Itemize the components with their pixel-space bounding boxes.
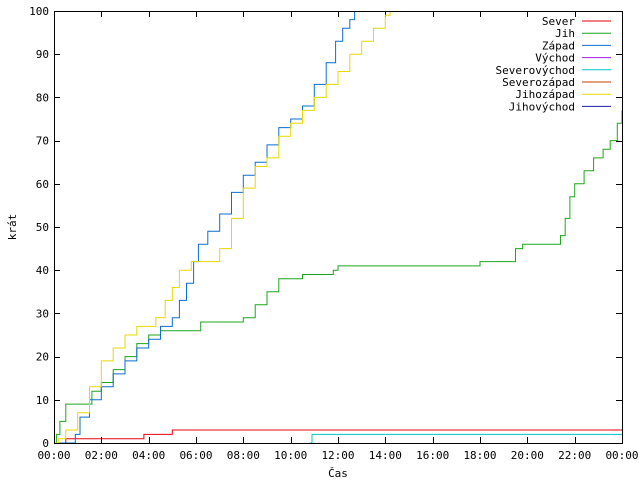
y-tick-label: 50 bbox=[36, 221, 49, 234]
series-line-západ bbox=[54, 11, 356, 444]
x-tick-label: 00:00 bbox=[605, 449, 638, 462]
x-tick-label: 16:00 bbox=[416, 449, 449, 462]
y-tick-label: 80 bbox=[36, 91, 49, 104]
x-tick-label: 00:00 bbox=[37, 449, 70, 462]
x-tick-label: 20:00 bbox=[511, 449, 544, 462]
legend: SeverJihZápadVýchodSeverovýchodSeverozáp… bbox=[496, 15, 611, 113]
x-tick-label: 04:00 bbox=[132, 449, 165, 462]
y-tick-label: 10 bbox=[36, 394, 49, 407]
legend-label: Jih bbox=[555, 27, 575, 40]
x-tick-label: 14:00 bbox=[369, 449, 402, 462]
y-axis-title: krát bbox=[6, 214, 19, 241]
y-tick-label: 30 bbox=[36, 307, 49, 320]
ticks-layer: 0 10 20 30 40 50 60 70 80 90 100 00:00 02:00 04:00 06:… bbox=[29, 5, 638, 462]
series-line-jihozápad bbox=[54, 11, 391, 444]
legend-label: Severovýchod bbox=[496, 64, 575, 77]
y-tick-label: 90 bbox=[36, 48, 49, 61]
y-tick-label: 40 bbox=[36, 264, 49, 277]
y-tick-label: 100 bbox=[29, 5, 49, 18]
y-tick-label: 20 bbox=[36, 351, 49, 364]
y-tick-label: 60 bbox=[36, 178, 49, 191]
legend-label: Západ bbox=[542, 39, 575, 52]
plot-frame bbox=[54, 11, 623, 444]
x-tick-label: 06:00 bbox=[179, 449, 212, 462]
x-tick-label: 08:00 bbox=[227, 449, 260, 462]
legend-label: Jihovýchod bbox=[509, 100, 575, 113]
x-tick-label: 22:00 bbox=[558, 449, 591, 462]
legend-label: Severozápad bbox=[502, 76, 575, 89]
y-tick-label: 0 bbox=[42, 437, 49, 450]
legend-label: Jihozápad bbox=[515, 88, 575, 101]
legend-label: Východ bbox=[535, 52, 575, 65]
legend-label: Sever bbox=[542, 15, 575, 28]
series-line-jih bbox=[54, 110, 623, 444]
x-tick-label: 12:00 bbox=[321, 449, 354, 462]
x-tick-label: 10:00 bbox=[274, 449, 307, 462]
x-tick-label: 18:00 bbox=[463, 449, 496, 462]
x-tick-label: 02:00 bbox=[85, 449, 118, 462]
y-tick-label: 70 bbox=[36, 135, 49, 148]
x-axis-title: Čas bbox=[328, 467, 348, 480]
